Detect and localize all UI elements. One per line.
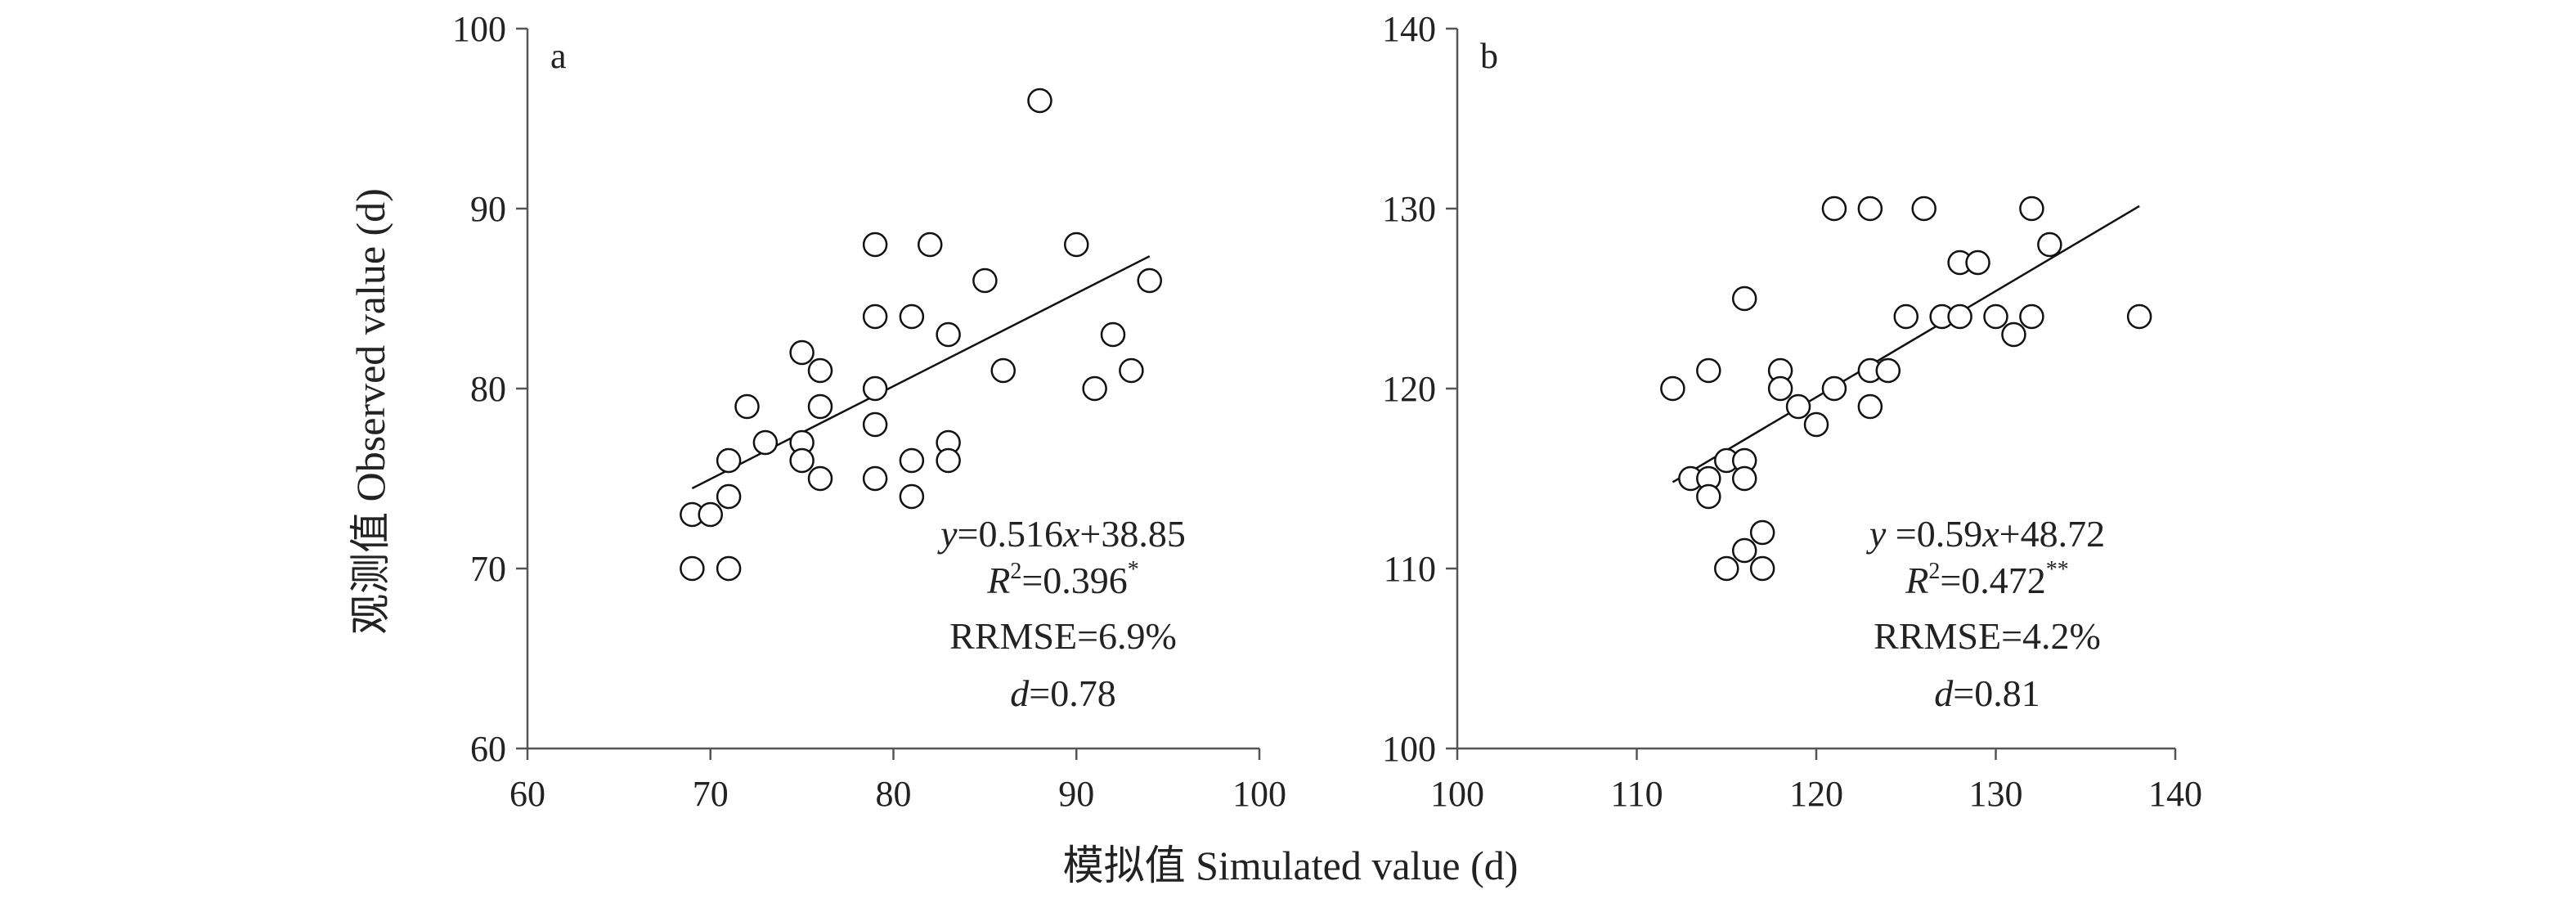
y-tick-label: 130 bbox=[1382, 189, 1436, 229]
data-point bbox=[698, 501, 723, 528]
data-point bbox=[1137, 267, 1162, 294]
data-point bbox=[899, 303, 925, 330]
data-point bbox=[1857, 196, 1883, 222]
data-point bbox=[1821, 196, 1847, 222]
y-tick-label: 70 bbox=[470, 549, 506, 589]
rrmse-value: RRMSE=4.2% bbox=[1874, 615, 2101, 657]
r-squared: R2=0.472** bbox=[1905, 557, 2069, 601]
data-point bbox=[972, 267, 998, 294]
data-point bbox=[716, 555, 742, 582]
y-tick-label: 120 bbox=[1382, 369, 1436, 409]
data-point bbox=[680, 555, 705, 582]
data-point bbox=[1731, 537, 1757, 564]
data-point bbox=[1119, 357, 1144, 384]
y-tick-label: 60 bbox=[470, 729, 506, 769]
x-tick-label: 100 bbox=[1430, 774, 1484, 814]
x-tick-label: 70 bbox=[693, 774, 729, 814]
data-point bbox=[1696, 357, 1721, 384]
data-point bbox=[752, 429, 779, 456]
y-tick-label: 80 bbox=[470, 369, 506, 409]
x-tick-label: 100 bbox=[1232, 774, 1286, 814]
data-point bbox=[1875, 357, 1901, 384]
panel-label: b bbox=[1480, 36, 1498, 76]
data-point bbox=[1064, 231, 1089, 258]
data-point bbox=[1696, 483, 1721, 510]
data-point bbox=[1749, 519, 1775, 546]
y-tick-label: 90 bbox=[470, 189, 506, 229]
data-point bbox=[1821, 375, 1847, 402]
data-point bbox=[1803, 411, 1829, 438]
data-point bbox=[1660, 375, 1685, 402]
agreement-index: d=0.81 bbox=[1934, 672, 2040, 714]
data-point bbox=[716, 447, 742, 474]
data-point bbox=[862, 411, 888, 438]
data-point bbox=[918, 231, 943, 258]
data-point bbox=[862, 375, 888, 402]
regression-line bbox=[1672, 205, 2140, 483]
x-tick-label: 140 bbox=[2148, 774, 2202, 814]
data-point bbox=[1714, 555, 1739, 582]
data-point bbox=[936, 321, 961, 348]
data-point bbox=[1731, 465, 1757, 492]
panel-b: 100 110 120 130 140 100 110 120 130 140 b y =0.59x+… bbox=[1382, 9, 2202, 814]
data-point bbox=[789, 447, 815, 474]
data-point bbox=[936, 447, 961, 474]
data-point bbox=[899, 483, 925, 510]
x-tick-label: 60 bbox=[509, 774, 545, 814]
agreement-index: d=0.78 bbox=[1010, 672, 1115, 714]
data-point bbox=[2019, 303, 2044, 330]
data-point bbox=[1947, 303, 1972, 330]
data-point bbox=[807, 357, 833, 384]
data-point bbox=[1785, 393, 1811, 420]
data-point bbox=[1857, 393, 1883, 420]
x-tick-label: 80 bbox=[876, 774, 912, 814]
x-tick-label: 120 bbox=[1789, 774, 1843, 814]
data-point bbox=[2126, 303, 2152, 330]
x-axis-title: 模拟值 Simulated value (d) bbox=[1063, 843, 1519, 888]
x-tick-label: 90 bbox=[1058, 774, 1094, 814]
data-point bbox=[1082, 375, 1107, 402]
data-point bbox=[1027, 88, 1052, 114]
data-point bbox=[807, 465, 833, 492]
data-point bbox=[1749, 555, 1775, 582]
panel-a: 60 70 80 90 100 60 70 80 90 100 a y=0.516x+38.85R2=… bbox=[452, 9, 1286, 814]
data-point bbox=[862, 465, 888, 492]
data-point bbox=[990, 357, 1016, 384]
data-point bbox=[1911, 196, 1936, 222]
data-point bbox=[2019, 196, 2044, 222]
data-point bbox=[1965, 249, 1990, 276]
y-tick-label: 140 bbox=[1382, 9, 1436, 49]
data-point bbox=[899, 447, 925, 474]
panel-label: a bbox=[550, 36, 567, 76]
data-point bbox=[2037, 231, 2062, 258]
data-point bbox=[1893, 303, 1919, 330]
data-point bbox=[716, 483, 742, 510]
data-point bbox=[862, 303, 888, 330]
data-point bbox=[734, 393, 760, 420]
data-point bbox=[1731, 285, 1757, 312]
x-tick-label: 130 bbox=[1969, 774, 2023, 814]
data-point bbox=[789, 339, 815, 366]
data-point bbox=[862, 231, 888, 258]
y-tick-label: 110 bbox=[1384, 549, 1436, 589]
regression-equation: y=0.516x+38.85 bbox=[937, 513, 1186, 555]
data-point bbox=[2001, 321, 2026, 348]
y-tick-label: 100 bbox=[1382, 729, 1436, 769]
data-point bbox=[1100, 321, 1126, 348]
y-tick-label: 100 bbox=[452, 9, 506, 49]
rrmse-value: RRMSE=6.9% bbox=[949, 615, 1177, 657]
x-tick-label: 110 bbox=[1610, 774, 1663, 814]
r-squared: R2=0.396* bbox=[986, 557, 1139, 601]
data-point bbox=[807, 393, 833, 420]
regression-equation: y =0.59x+48.72 bbox=[1866, 513, 2105, 555]
data-point bbox=[1983, 303, 2008, 330]
y-axis-title: 观测值 Observed value (d) bbox=[348, 188, 393, 635]
data-point bbox=[1767, 375, 1793, 402]
